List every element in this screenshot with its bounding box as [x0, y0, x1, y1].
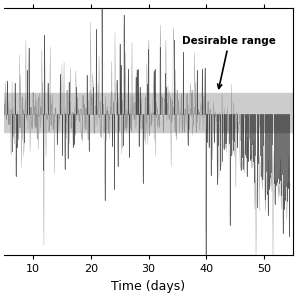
Text: Desirable range: Desirable range — [182, 36, 276, 89]
Bar — [4, 93, 293, 132]
X-axis label: Time (days): Time (days) — [111, 280, 186, 293]
